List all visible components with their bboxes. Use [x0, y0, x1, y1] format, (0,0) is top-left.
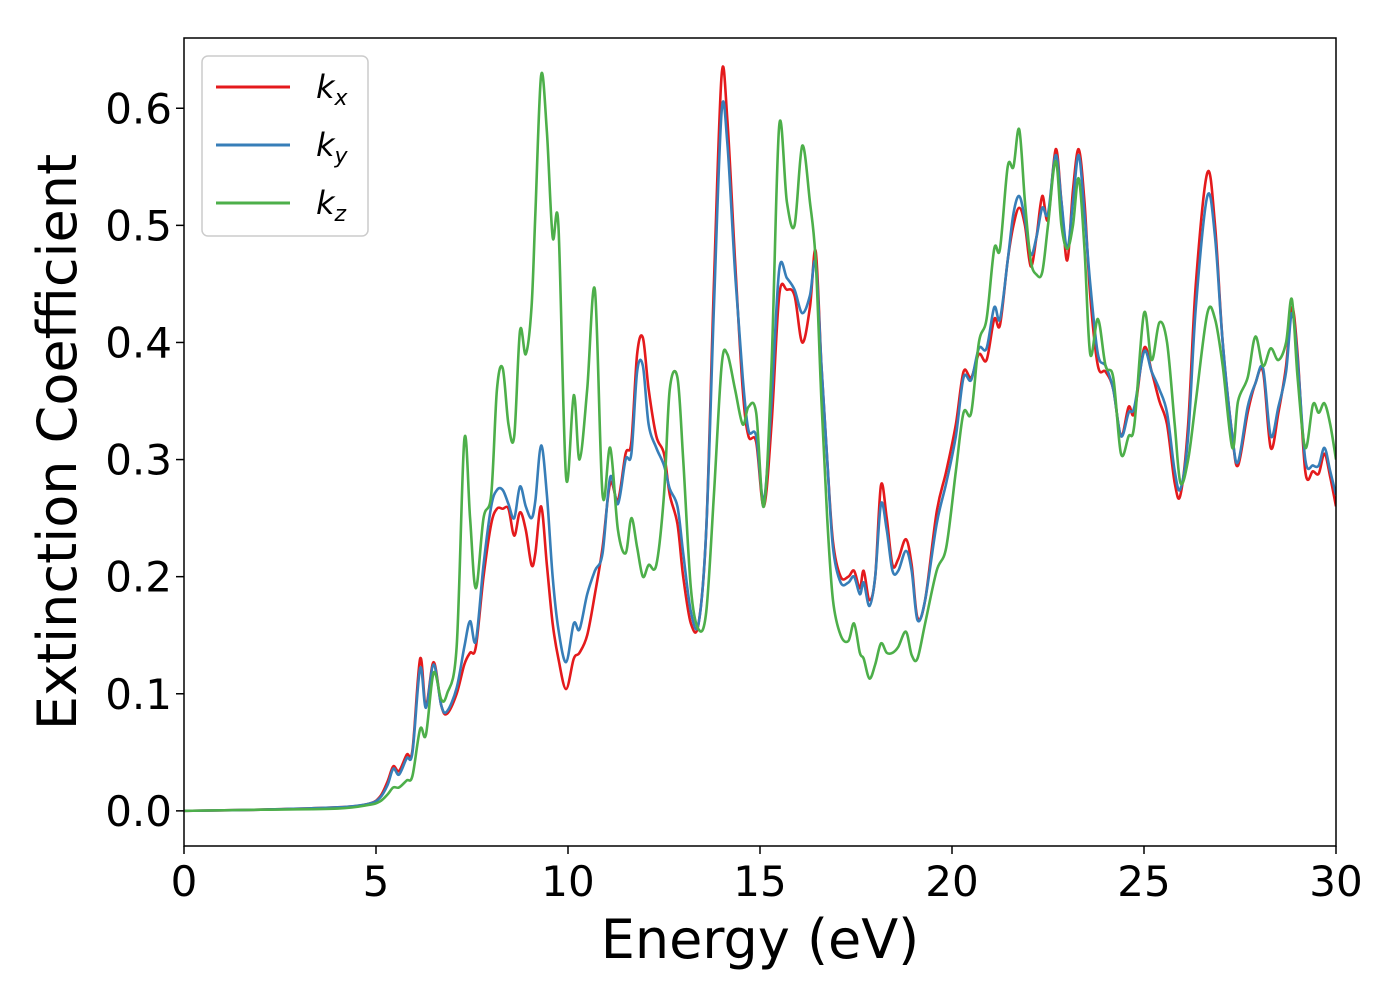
x-tick-label: 20	[925, 857, 978, 906]
y-tick-label: 0.4	[105, 318, 172, 367]
x-tick-label: 5	[363, 857, 390, 906]
legend-label-kz: kz	[316, 184, 347, 227]
y-tick-label: 0.3	[105, 436, 172, 485]
x-tick-label: 15	[733, 857, 786, 906]
y-tick-label: 0.1	[105, 670, 172, 719]
legend-label-ky: ky	[316, 126, 349, 169]
x-tick-label: 25	[1117, 857, 1170, 906]
y-tick-label: 0.0	[105, 787, 172, 836]
y-tick-label: 0.5	[105, 201, 172, 250]
x-tick-label: 0	[171, 857, 198, 906]
y-axis-title: Extinction Coefficient	[26, 154, 89, 730]
x-axis-title: Energy (eV)	[601, 908, 920, 971]
y-tick-label: 0.2	[105, 553, 172, 602]
x-tick-label: 10	[541, 857, 594, 906]
legend-label-kx: kx	[316, 68, 349, 111]
x-tick-label: 30	[1309, 857, 1362, 906]
series-line-ky	[184, 100, 1336, 813]
legend: kx ky kz	[201, 55, 369, 237]
series-line-kz	[184, 71, 1336, 813]
y-tick-label: 0.6	[105, 84, 172, 133]
